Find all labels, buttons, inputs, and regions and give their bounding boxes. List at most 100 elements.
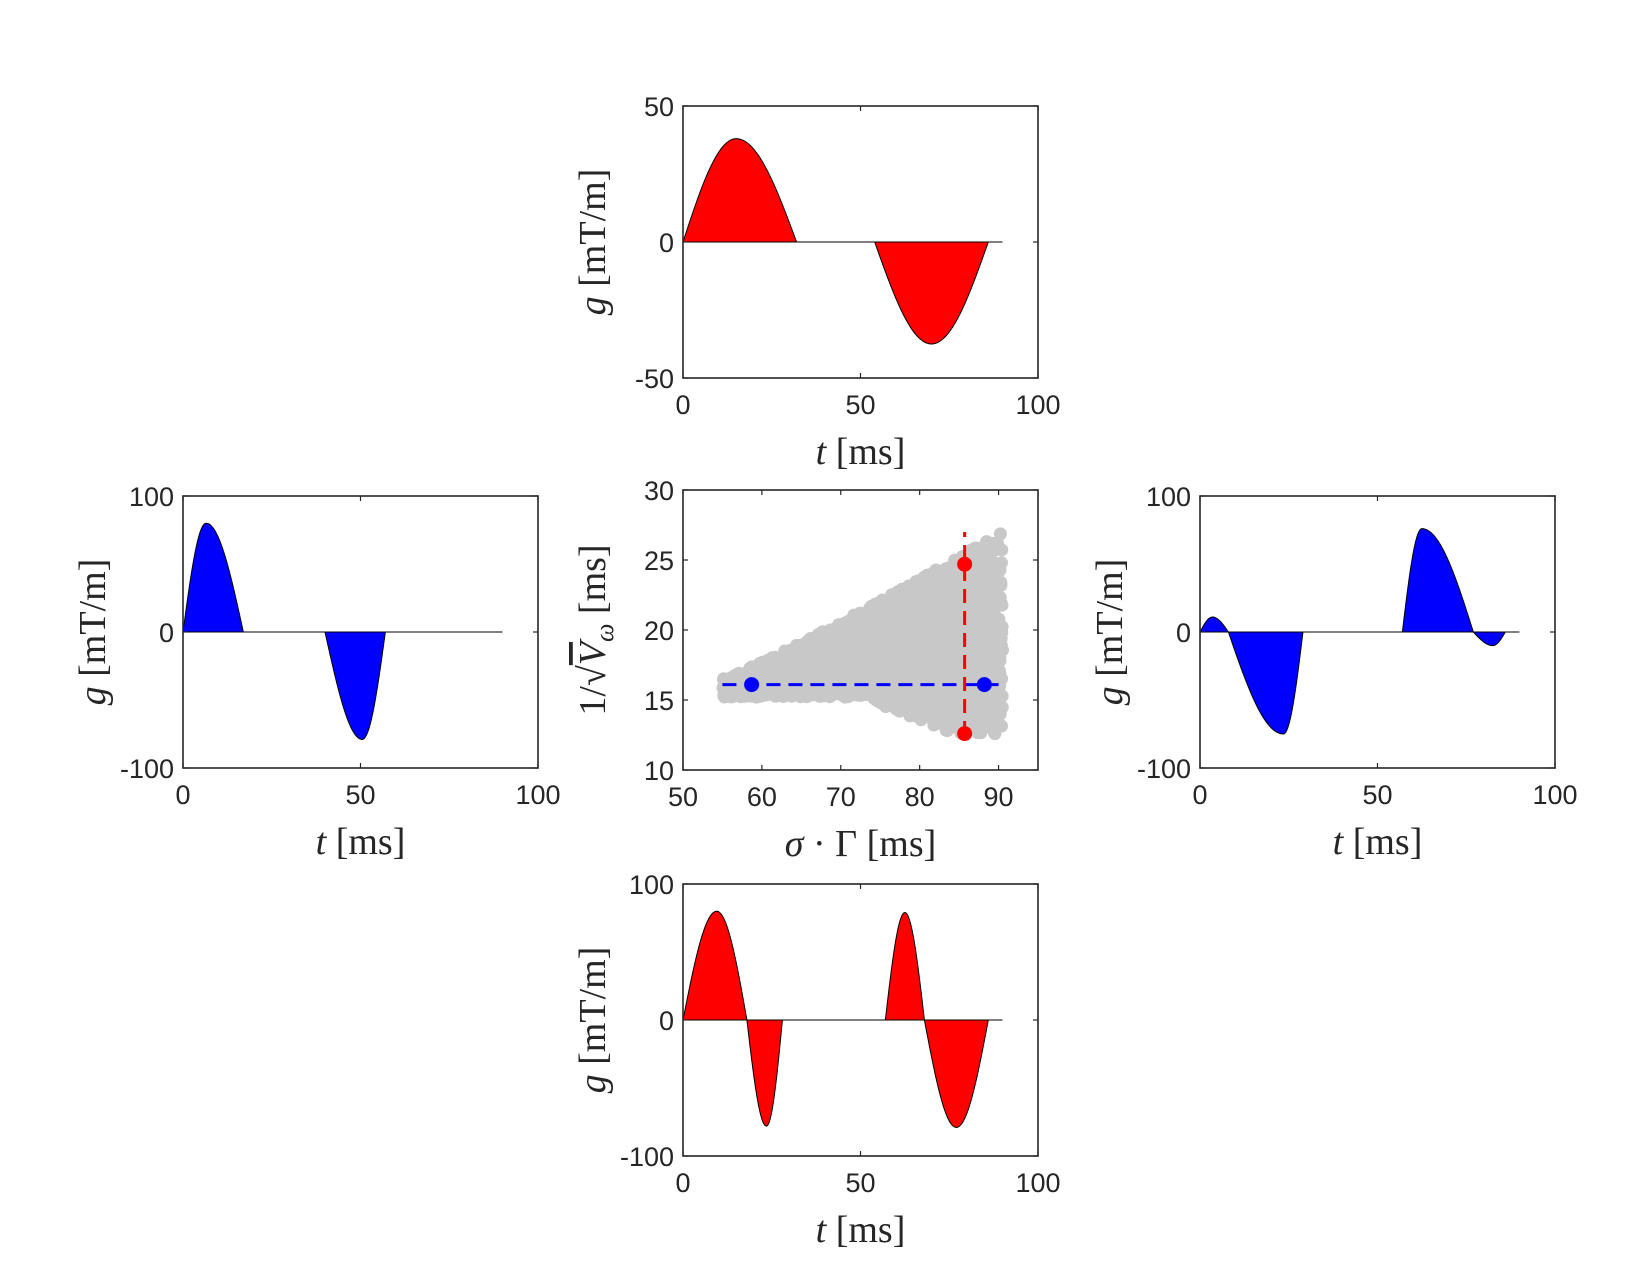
scatter-cloud-point [944, 613, 957, 627]
right-lobe-3 [1472, 631, 1507, 647]
scatter-cloud-point [972, 584, 985, 598]
right-xtick-label: 0 [1192, 780, 1207, 810]
center-ytick-label: 20 [644, 616, 674, 646]
scatter-cloud-point [913, 677, 927, 690]
scatter-cloud-point [972, 725, 986, 739]
scatter-cloud-point [941, 626, 955, 640]
scatter-cloud-point [859, 651, 872, 665]
left-lobe-1 [324, 631, 386, 740]
top-ytick-label: 50 [644, 92, 674, 122]
bottom-lobe-2 [884, 912, 925, 1021]
scatter-cloud-point [920, 568, 934, 582]
scatter-cloud-point [879, 669, 893, 683]
scatter-cloud-point [905, 646, 919, 660]
scatter-cloud-point [995, 639, 1008, 653]
scatter-cloud-point [910, 632, 923, 646]
center-xtick-label: 70 [826, 782, 856, 812]
scatter-cloud-point [822, 689, 836, 703]
scatter-cloud-point [958, 708, 972, 722]
scatter-cloud-point [944, 660, 957, 674]
scatter-cloud-point [785, 651, 799, 665]
scatter-cloud-point [985, 699, 999, 713]
right-lobe-2 [1401, 528, 1475, 633]
center-ytick-label: 30 [644, 476, 674, 506]
top-ytick-label: -50 [635, 364, 674, 394]
scatter-cloud-point [993, 654, 1007, 668]
scatter-cloud-point [944, 574, 958, 588]
scatter-cloud-point [964, 680, 978, 694]
center-xtick-label: 50 [668, 782, 698, 812]
scatter-cloud-point [796, 652, 810, 666]
scatter-cloud-point [919, 641, 933, 655]
right-xtick-label: 50 [1362, 780, 1392, 810]
scatter-cloud-point [744, 689, 758, 703]
scatter-cloud-point [970, 699, 983, 713]
top-xlabel: t [ms] [816, 431, 906, 473]
left-xlabel: t [ms] [316, 821, 406, 863]
scatter-cloud-point [925, 600, 939, 614]
scatter-cloud-point [989, 572, 1003, 586]
right-xtick-label: 100 [1532, 780, 1577, 810]
top-ytick-label: 0 [659, 228, 674, 258]
bottom-ytick-label: -100 [620, 1142, 674, 1172]
top-ylabel: g [mT/m] [572, 169, 614, 316]
scatter-cloud-point [886, 678, 900, 692]
bottom-plot [683, 910, 1003, 1128]
scatter-cloud-point [992, 664, 1006, 678]
scatter-cloud-point [927, 659, 941, 673]
scatter-cloud-point [993, 557, 1007, 571]
scatter-cloud-point [807, 632, 821, 646]
left-ylabel: g [mT/m] [72, 559, 114, 706]
scatter-cloud-point [947, 691, 961, 705]
left-ytick-label: 0 [159, 618, 174, 648]
top-xtick-label: 50 [845, 390, 875, 420]
scatter-cloud-point [888, 659, 902, 673]
bottom-ytick-label: 0 [659, 1006, 674, 1036]
bottom-lobe-0 [683, 910, 748, 1021]
scatter-cloud-point [833, 680, 847, 694]
scatter-cloud-point [974, 610, 988, 624]
left-xtick-label: 0 [175, 780, 190, 810]
scatter-cloud-point [866, 609, 880, 623]
scatter-cloud-point [931, 648, 945, 662]
left-ytick-label: -100 [120, 754, 174, 784]
scatter-cloud-point [952, 669, 966, 683]
scatter-cloud-point [812, 660, 826, 674]
scatter-cloud-point [885, 604, 899, 618]
scatter-cloud-point [791, 685, 805, 699]
scatter-cloud-point [967, 652, 981, 666]
scatter-cloud-point [717, 690, 731, 704]
highlight-point-3 [957, 726, 973, 742]
bottom-xtick-label: 100 [1015, 1168, 1060, 1198]
scatter-cloud-point [939, 562, 953, 576]
bottom-lobe-3 [923, 1019, 989, 1128]
scatter-cloud-point [785, 672, 799, 686]
scatter-cloud-point [981, 546, 995, 560]
center-xtick-label: 80 [905, 782, 935, 812]
bottom-xtick-label: 0 [675, 1168, 690, 1198]
scatter-cloud-point [893, 617, 907, 631]
scatter-cloud-point [924, 586, 938, 600]
scatter-cloud-point [886, 595, 899, 609]
top-lobe-1 [873, 241, 990, 345]
scatter-cloud-point [949, 635, 963, 649]
right-lobe-0 [1200, 616, 1230, 633]
scatter-cloud-point [852, 613, 866, 627]
scatter-cloud-point [822, 677, 835, 691]
scatter-cloud-point [986, 586, 1000, 600]
highlight-point-2 [957, 556, 973, 572]
scatter-cloud-point [967, 599, 981, 613]
bottom-xtick-label: 50 [845, 1168, 875, 1198]
center-plot [716, 527, 1009, 742]
scatter-cloud-point [762, 670, 776, 684]
left-xtick-label: 100 [515, 780, 560, 810]
scatter-cloud-point [995, 543, 1009, 557]
top-lobe-0 [683, 138, 798, 243]
left-ytick-label: 100 [129, 482, 174, 512]
highlight-point-1 [976, 677, 992, 693]
scatter-cloud-point [903, 581, 917, 595]
